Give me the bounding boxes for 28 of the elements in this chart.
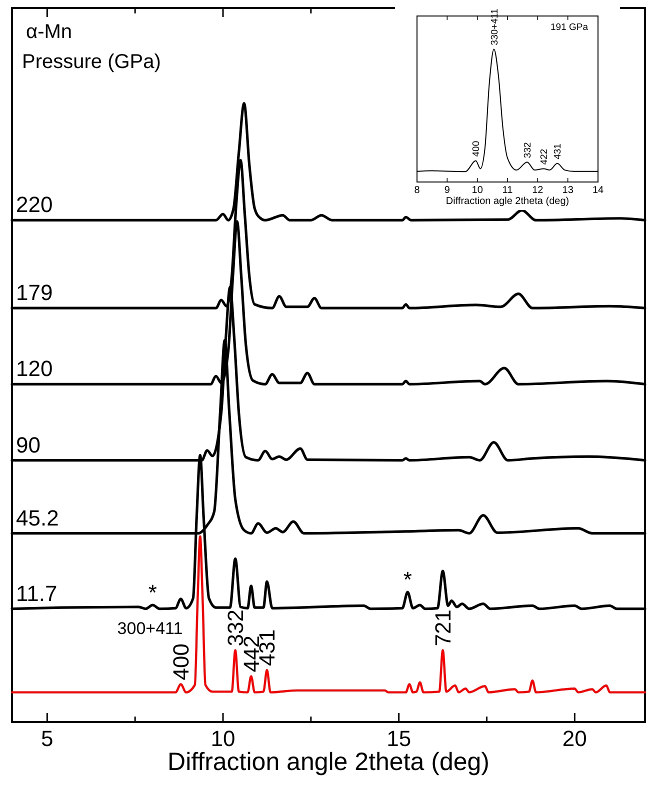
series-label: 45.2 <box>16 505 59 530</box>
annotation: 400 <box>471 140 482 157</box>
series-label: 11.7 <box>16 580 58 606</box>
annotation: 300+411 <box>117 619 183 638</box>
x-tick-label: 14 <box>592 185 604 196</box>
series-label: 179 <box>16 280 53 306</box>
x-tick-label: 20 <box>562 726 587 752</box>
series-label: 220 <box>16 192 53 218</box>
x-tick-label: 9 <box>444 185 450 196</box>
annotation: 431 <box>552 144 564 160</box>
annotation: * <box>148 580 158 606</box>
x-tick-label: 5 <box>41 726 54 752</box>
annotation: 400 <box>168 644 194 680</box>
text: 191 GPa <box>550 22 589 33</box>
x-tick-label: 13 <box>562 185 574 196</box>
x-tick-label: 8 <box>414 185 420 196</box>
text: α-Mn <box>26 21 72 43</box>
annotation: * <box>403 567 412 592</box>
annotation: 422 <box>539 148 550 165</box>
x-tick-label: 11 <box>502 185 514 196</box>
annotation: 332 <box>522 142 534 158</box>
annotation: 721 <box>430 610 456 646</box>
text: Pressure (GPa) <box>22 51 161 73</box>
x-axis-title: Diffraction agle 2theta (deg) <box>446 196 570 207</box>
series-label: 90 <box>16 432 40 458</box>
series-label: 120 <box>16 356 53 382</box>
x-tick-label: 12 <box>532 185 544 196</box>
x-tick-label: 10 <box>472 185 484 196</box>
